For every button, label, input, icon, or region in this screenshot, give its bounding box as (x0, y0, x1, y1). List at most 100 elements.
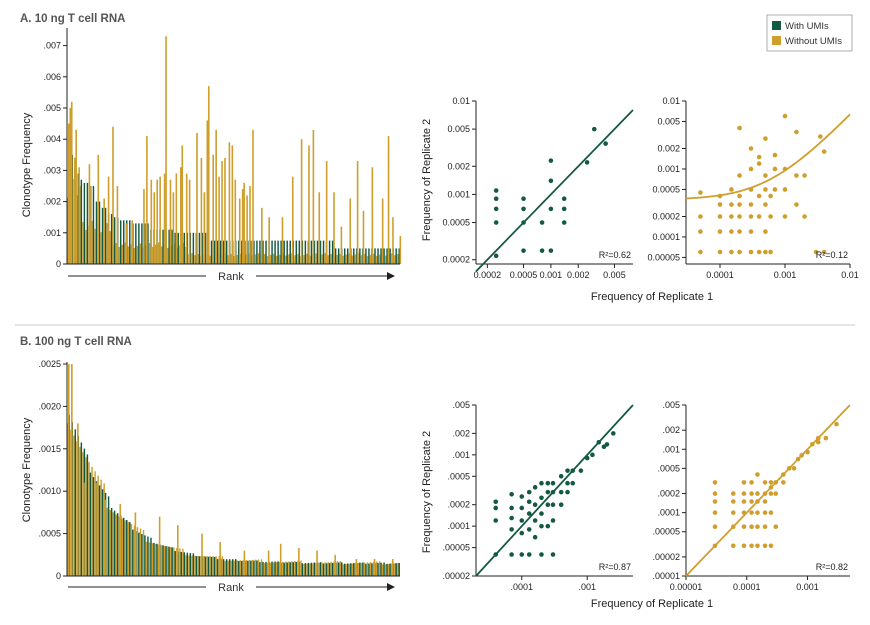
bar-with-umis (80, 179, 83, 264)
bar-with-umis (395, 563, 397, 576)
bar-without-umis (233, 560, 236, 576)
bar-with-umis (195, 556, 198, 576)
bar-with-umis (153, 542, 155, 576)
bar-with-umis (353, 563, 355, 576)
data-point (548, 158, 554, 163)
bar-without-umis (239, 560, 242, 576)
data-point (717, 249, 723, 255)
bar-without-umis-peak (75, 129, 77, 264)
bar-with-umis (316, 240, 319, 264)
bar-without-umis (315, 563, 317, 576)
panel-b-bar-ylabel: Clonotype Frequency (21, 417, 33, 522)
bar-with-umis (398, 562, 400, 576)
data-point (493, 206, 499, 212)
bar-with-umis (398, 248, 400, 264)
bar-without-umis (369, 562, 372, 576)
data-point (712, 543, 718, 549)
bar-without-umis (167, 546, 169, 576)
data-point (802, 173, 807, 178)
bar-with-umis (147, 223, 149, 264)
data-point (717, 214, 723, 219)
data-point (493, 552, 499, 557)
bar-with-umis (207, 556, 210, 576)
data-point (493, 505, 499, 511)
bar-without-umis (67, 197, 69, 264)
bar-with-umis (380, 562, 382, 576)
y-tick-label: .00005 (442, 543, 470, 553)
bar-with-umis (334, 248, 337, 264)
bar-without-umis (148, 542, 151, 576)
y-tick-label: .001 (43, 228, 61, 238)
bar-with-umis (204, 556, 207, 576)
bar-with-umis (141, 534, 143, 576)
data-point (729, 202, 734, 207)
bar-without-umis (378, 561, 381, 576)
data-point (558, 502, 564, 507)
data-point (548, 206, 554, 212)
panel-b-scatter-without-umis: 0.00001 0.0001 0.001 .00001 .00002 .00005 .000… (652, 400, 851, 592)
data-point (818, 134, 823, 139)
data-point (698, 249, 703, 255)
bar-without-umis (366, 256, 369, 264)
bar-without-umis (185, 555, 187, 576)
bar-without-umis-peak (68, 364, 70, 576)
data-point (755, 510, 760, 515)
bar-without-umis-peak (169, 179, 172, 264)
r-squared-label: R²=0.87 (599, 562, 631, 572)
bar-without-umis (272, 562, 275, 576)
bar-without-umis (139, 528, 142, 576)
data-point (603, 141, 608, 146)
panel-a-scatter-with-umis: 0.0002 0.0005 0.001 0.002 0.0050.00020.00050… (442, 96, 634, 280)
y-tick-label: 0 (56, 259, 61, 269)
bar-without-umis (109, 231, 111, 264)
data-point (539, 480, 544, 486)
bar-without-umis (378, 254, 381, 264)
bar-without-umis-peak (246, 195, 248, 264)
bar-without-umis-peak (78, 167, 80, 264)
bar-without-umis (269, 254, 272, 264)
bar-with-umis (377, 248, 379, 264)
bar-without-umis (127, 522, 130, 576)
bar-with-umis (183, 232, 185, 264)
y-tick-label: .002 (43, 197, 61, 207)
data-point (772, 187, 778, 192)
bar-with-umis (274, 240, 276, 264)
bar-with-umis (325, 563, 328, 576)
panel-a-title: A. 10 ng T cell RNA (20, 13, 125, 25)
bar-without-umis-peak (219, 542, 221, 576)
data-point (794, 173, 799, 178)
bar-without-umis (282, 561, 284, 576)
bar-without-umis (309, 255, 311, 264)
bar-without-umis-peak (77, 423, 79, 576)
bar-without-umis (363, 562, 366, 576)
bar-without-umis-peak (355, 559, 358, 576)
x-tick-label: 0.001 (540, 270, 563, 280)
bar-without-umis-peak (362, 210, 365, 264)
bar-with-umis (377, 562, 379, 576)
bar-without-umis (157, 242, 160, 264)
y-tick-label: .0002 (657, 489, 680, 499)
bar-without-umis (300, 560, 302, 576)
bar-without-umis (115, 243, 118, 264)
bar-with-umis (89, 472, 92, 576)
bar-without-umis (269, 562, 272, 576)
bar-without-umis (263, 254, 266, 264)
data-point (748, 229, 754, 234)
bar-with-umis (204, 232, 207, 264)
bar-without-umis (148, 243, 151, 264)
bar-with-umis (319, 562, 322, 576)
bar-without-umis (151, 543, 154, 576)
bar-with-umis (328, 240, 331, 264)
bar-without-umis (227, 255, 230, 264)
data-point (737, 125, 742, 131)
data-point (493, 188, 499, 193)
bar-without-umis (242, 560, 245, 576)
data-point (748, 214, 754, 219)
y-tick-label: 0 (56, 571, 61, 581)
bar-with-umis (265, 561, 267, 576)
data-point (532, 502, 538, 507)
bar-with-umis (162, 229, 164, 264)
bar-without-umis (203, 556, 205, 576)
data-point (521, 196, 526, 201)
data-point (794, 129, 799, 135)
